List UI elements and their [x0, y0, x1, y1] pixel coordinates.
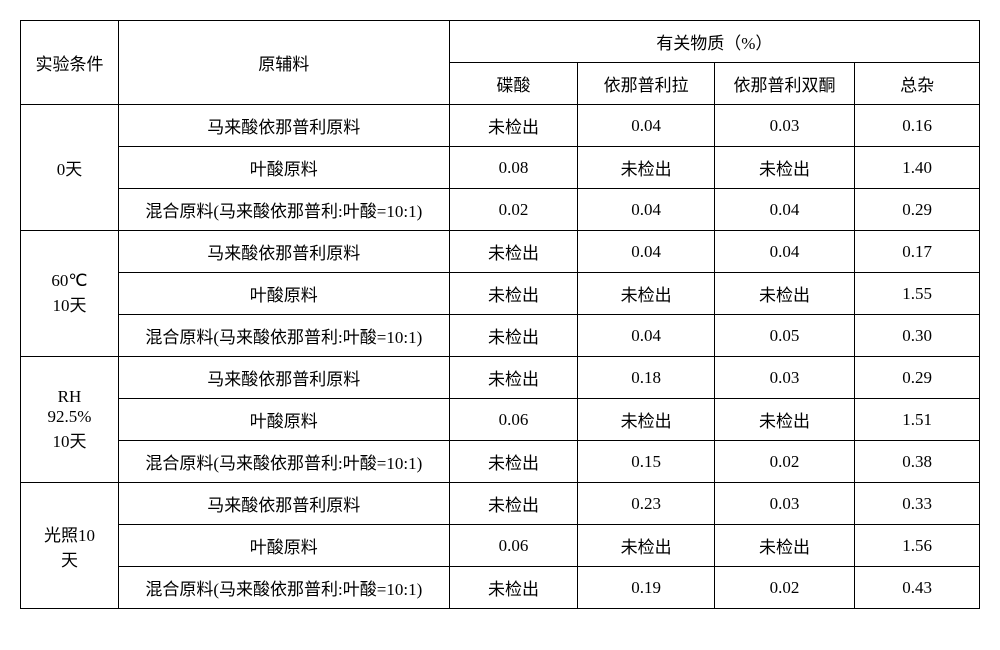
data-cell: 未检出	[449, 357, 578, 399]
data-cell: 未检出	[578, 399, 714, 441]
header-material: 原辅料	[118, 21, 449, 105]
table-row: 叶酸原料未检出未检出未检出1.55	[21, 273, 980, 315]
table-row: 叶酸原料0.08未检出未检出1.40	[21, 147, 980, 189]
data-cell: 0.05	[714, 315, 854, 357]
table-row: 光照10 天马来酸依那普利原料未检出0.230.030.33	[21, 483, 980, 525]
data-cell: 0.43	[855, 567, 980, 609]
material-cell: 混合原料(马来酸依那普利:叶酸=10:1)	[118, 315, 449, 357]
table-row: 混合原料(马来酸依那普利:叶酸=10:1)0.020.040.040.29	[21, 189, 980, 231]
material-cell: 叶酸原料	[118, 399, 449, 441]
header-col-2: 依那普利双酮	[714, 63, 854, 105]
material-cell: 混合原料(马来酸依那普利:叶酸=10:1)	[118, 567, 449, 609]
material-cell: 叶酸原料	[118, 147, 449, 189]
data-cell: 未检出	[714, 147, 854, 189]
data-table: 实验条件 原辅料 有关物质（%） 碟酸 依那普利拉 依那普利双酮 总杂 0天马来…	[20, 20, 980, 609]
table-row: 混合原料(马来酸依那普利:叶酸=10:1)未检出0.040.050.30	[21, 315, 980, 357]
data-cell: 0.29	[855, 189, 980, 231]
data-cell: 0.04	[714, 231, 854, 273]
data-cell: 未检出	[449, 441, 578, 483]
data-cell: 0.19	[578, 567, 714, 609]
header-related-substances: 有关物质（%）	[449, 21, 979, 63]
data-cell: 0.03	[714, 483, 854, 525]
data-cell: 0.38	[855, 441, 980, 483]
data-cell: 0.04	[578, 105, 714, 147]
table-row: 0天马来酸依那普利原料未检出0.040.030.16	[21, 105, 980, 147]
data-cell: 0.04	[578, 231, 714, 273]
data-cell: 1.51	[855, 399, 980, 441]
data-cell: 0.06	[449, 525, 578, 567]
table-row: 混合原料(马来酸依那普利:叶酸=10:1)未检出0.190.020.43	[21, 567, 980, 609]
data-cell: 未检出	[449, 567, 578, 609]
data-cell: 未检出	[449, 231, 578, 273]
data-cell: 0.17	[855, 231, 980, 273]
material-cell: 叶酸原料	[118, 525, 449, 567]
material-cell: 马来酸依那普利原料	[118, 231, 449, 273]
data-cell: 0.16	[855, 105, 980, 147]
data-cell: 未检出	[449, 483, 578, 525]
table-row: 叶酸原料0.06未检出未检出1.51	[21, 399, 980, 441]
data-cell: 0.29	[855, 357, 980, 399]
data-cell: 0.03	[714, 357, 854, 399]
data-cell: 0.08	[449, 147, 578, 189]
data-cell: 0.04	[578, 315, 714, 357]
table-row: RH 92.5% 10天马来酸依那普利原料未检出0.180.030.29	[21, 357, 980, 399]
header-col-1: 依那普利拉	[578, 63, 714, 105]
header-col-0: 碟酸	[449, 63, 578, 105]
data-cell: 0.06	[449, 399, 578, 441]
data-cell: 未检出	[449, 315, 578, 357]
data-cell: 未检出	[578, 525, 714, 567]
table-row: 60℃ 10天马来酸依那普利原料未检出0.040.040.17	[21, 231, 980, 273]
data-cell: 1.40	[855, 147, 980, 189]
data-cell: 未检出	[714, 525, 854, 567]
data-cell: 0.02	[714, 441, 854, 483]
data-cell: 0.18	[578, 357, 714, 399]
table-row: 混合原料(马来酸依那普利:叶酸=10:1)未检出0.150.020.38	[21, 441, 980, 483]
header-col-3: 总杂	[855, 63, 980, 105]
material-cell: 叶酸原料	[118, 273, 449, 315]
material-cell: 马来酸依那普利原料	[118, 483, 449, 525]
table-body: 0天马来酸依那普利原料未检出0.040.030.16叶酸原料0.08未检出未检出…	[21, 105, 980, 609]
material-cell: 混合原料(马来酸依那普利:叶酸=10:1)	[118, 189, 449, 231]
header-row-1: 实验条件 原辅料 有关物质（%）	[21, 21, 980, 63]
data-cell: 未检出	[578, 147, 714, 189]
data-cell: 0.03	[714, 105, 854, 147]
data-cell: 1.56	[855, 525, 980, 567]
condition-cell: 光照10 天	[21, 483, 119, 609]
data-cell: 0.30	[855, 315, 980, 357]
data-cell: 0.15	[578, 441, 714, 483]
data-cell: 未检出	[714, 273, 854, 315]
condition-cell: 60℃ 10天	[21, 231, 119, 357]
data-cell: 0.23	[578, 483, 714, 525]
data-cell: 0.04	[578, 189, 714, 231]
data-cell: 0.04	[714, 189, 854, 231]
condition-cell: 0天	[21, 105, 119, 231]
material-cell: 混合原料(马来酸依那普利:叶酸=10:1)	[118, 441, 449, 483]
data-cell: 0.02	[449, 189, 578, 231]
condition-cell: RH 92.5% 10天	[21, 357, 119, 483]
data-cell: 1.55	[855, 273, 980, 315]
data-cell: 未检出	[449, 273, 578, 315]
data-cell: 未检出	[449, 105, 578, 147]
material-cell: 马来酸依那普利原料	[118, 105, 449, 147]
data-cell: 0.02	[714, 567, 854, 609]
data-cell: 未检出	[714, 399, 854, 441]
material-cell: 马来酸依那普利原料	[118, 357, 449, 399]
header-condition: 实验条件	[21, 21, 119, 105]
data-cell: 0.33	[855, 483, 980, 525]
data-cell: 未检出	[578, 273, 714, 315]
table-row: 叶酸原料0.06未检出未检出1.56	[21, 525, 980, 567]
